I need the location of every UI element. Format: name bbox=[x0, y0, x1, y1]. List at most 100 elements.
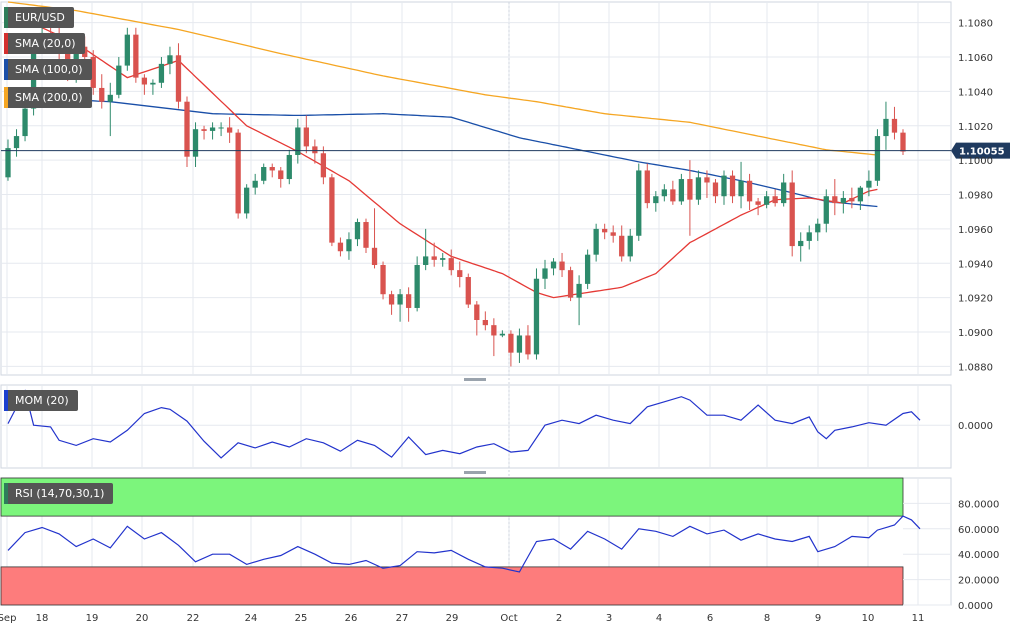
candle-body bbox=[482, 319, 488, 326]
candle bbox=[712, 179, 719, 204]
candle bbox=[627, 228, 633, 262]
candle bbox=[124, 27, 130, 71]
candle-body bbox=[405, 294, 412, 308]
candle bbox=[261, 163, 267, 185]
candle-body bbox=[295, 127, 301, 155]
candle-body bbox=[5, 148, 11, 178]
candle bbox=[141, 74, 148, 95]
candle-body bbox=[567, 270, 574, 298]
candle-body bbox=[781, 182, 787, 204]
candle bbox=[167, 46, 173, 75]
candle-body bbox=[209, 127, 216, 131]
candle bbox=[619, 225, 625, 262]
legend-swatch bbox=[4, 390, 8, 411]
candle-body bbox=[874, 136, 881, 181]
candle-body bbox=[431, 256, 437, 260]
x-tick-label: 26 bbox=[345, 613, 358, 624]
y-tick-label: 1.0940 bbox=[958, 259, 993, 270]
candle bbox=[678, 173, 685, 205]
candle-body bbox=[550, 261, 557, 269]
candle-body bbox=[900, 132, 906, 152]
candle-body bbox=[397, 294, 403, 305]
candle bbox=[883, 101, 889, 150]
candle bbox=[798, 232, 804, 262]
candle bbox=[90, 50, 96, 95]
candle bbox=[397, 289, 403, 322]
candle-body bbox=[789, 182, 795, 247]
candle bbox=[354, 218, 361, 247]
candle bbox=[150, 79, 156, 95]
candle bbox=[789, 170, 795, 257]
candle bbox=[806, 225, 812, 250]
candle bbox=[107, 82, 113, 137]
candle-body bbox=[269, 167, 275, 171]
candle-body bbox=[721, 175, 727, 197]
candle-body bbox=[13, 136, 20, 149]
candle-body bbox=[337, 242, 344, 252]
candle bbox=[550, 258, 557, 276]
candle bbox=[542, 259, 548, 290]
y-tick-label: 1.1020 bbox=[958, 122, 993, 133]
candle-body bbox=[883, 118, 889, 137]
candle-body bbox=[644, 170, 650, 204]
candle bbox=[448, 249, 454, 276]
candle-body bbox=[857, 187, 864, 202]
x-tick-label: 3 bbox=[606, 613, 612, 624]
current-price-tag bbox=[951, 142, 1010, 159]
rsi-tick-label: 80.0000 bbox=[958, 499, 999, 510]
rsi-oversold-zone bbox=[0, 566, 904, 606]
candle-body bbox=[82, 46, 88, 58]
candle-body bbox=[99, 87, 105, 102]
candle-body bbox=[815, 223, 821, 233]
legend-rsi: RSI (14,70,30,1) bbox=[4, 483, 114, 504]
candle bbox=[5, 139, 11, 181]
candle bbox=[763, 191, 770, 209]
candle-body bbox=[687, 179, 693, 200]
candle-body bbox=[346, 239, 352, 252]
candle-body bbox=[150, 82, 156, 85]
mom-panel bbox=[1, 378, 951, 459]
candle-body bbox=[244, 187, 250, 214]
candle bbox=[746, 173, 753, 210]
x-tick-label: 6 bbox=[707, 613, 713, 624]
y-tick-label: 1.0920 bbox=[958, 294, 993, 305]
candle bbox=[405, 287, 412, 322]
candle-body bbox=[695, 177, 702, 200]
panel-resize-handle bbox=[464, 471, 486, 474]
candle-body bbox=[457, 270, 463, 278]
candle bbox=[508, 330, 514, 367]
candle-body bbox=[22, 108, 28, 137]
candle-body bbox=[508, 333, 514, 353]
candle-body bbox=[525, 335, 531, 355]
y-tick-label: 1.0960 bbox=[958, 225, 993, 236]
candle-body bbox=[354, 222, 361, 240]
candle bbox=[201, 125, 207, 140]
candle bbox=[866, 170, 872, 197]
candle bbox=[303, 115, 309, 154]
candle bbox=[320, 146, 327, 185]
legend-swatch bbox=[4, 33, 8, 54]
candle-body bbox=[167, 55, 173, 64]
candle-body bbox=[329, 177, 335, 243]
candle-body bbox=[141, 77, 148, 85]
candle bbox=[849, 187, 855, 209]
candle bbox=[567, 266, 574, 302]
candle-body bbox=[866, 180, 872, 188]
candle-body bbox=[371, 247, 378, 265]
candle bbox=[465, 273, 471, 308]
rsi-tick-label: 0.0000 bbox=[958, 601, 993, 612]
candle-body bbox=[619, 235, 625, 257]
x-tick-label: 4 bbox=[656, 613, 662, 624]
candle bbox=[593, 223, 599, 262]
candle bbox=[474, 301, 480, 336]
x-tick-label: Sep bbox=[0, 613, 16, 624]
legend-label: SMA (100,0) bbox=[15, 63, 83, 76]
candle-body bbox=[763, 196, 770, 205]
candle-body bbox=[738, 180, 744, 197]
candle bbox=[832, 179, 838, 216]
x-tick-label: 27 bbox=[396, 613, 409, 624]
candle-body bbox=[602, 228, 608, 233]
legend-swatch bbox=[4, 59, 8, 80]
candle bbox=[269, 163, 275, 178]
